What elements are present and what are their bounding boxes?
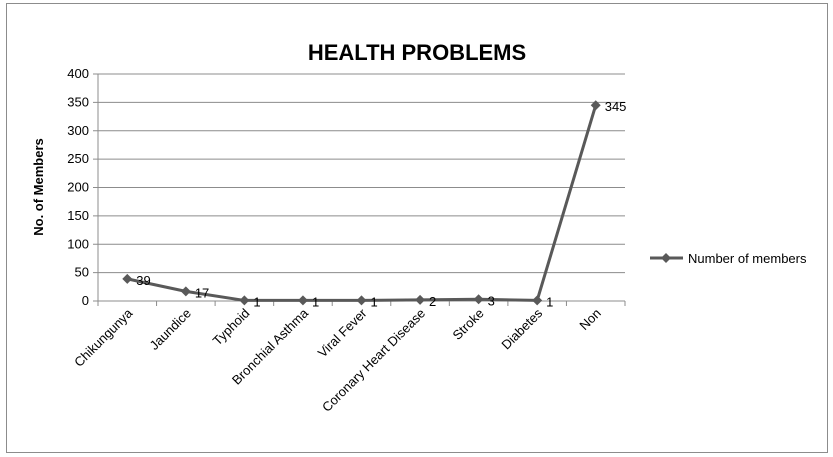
data-point	[297, 295, 308, 306]
data-point	[122, 273, 133, 284]
data-label: 1	[371, 294, 378, 309]
data-label: 1	[546, 294, 553, 309]
legend-diamond-icon	[661, 253, 671, 263]
x-tick-label: Viral Fever	[315, 305, 370, 360]
x-tick-label: Stroke	[450, 306, 487, 343]
data-point	[356, 295, 367, 306]
y-tick-label: 250	[67, 151, 89, 166]
data-point	[239, 295, 250, 306]
y-tick-label: 50	[75, 265, 89, 280]
data-label: 2	[429, 294, 436, 309]
x-tick-label: Coronary Heart Disease	[319, 306, 428, 415]
x-tick-label: Typhoid	[210, 306, 253, 349]
y-tick-label: 100	[67, 236, 89, 251]
data-label: 1	[253, 294, 260, 309]
x-tick-label: Diabetes	[498, 305, 545, 352]
y-tick-labels: 0 50 100 150 200 250 300 350 400	[67, 66, 89, 308]
y-tick-label: 200	[67, 180, 89, 195]
y-tick-label: 300	[67, 123, 89, 138]
x-tick-label: Non	[576, 306, 603, 333]
data-point	[180, 286, 191, 297]
data-label: 17	[195, 285, 209, 300]
series-number-of-members	[122, 100, 601, 306]
y-tick-label: 400	[67, 66, 89, 81]
legend: Number of members	[650, 251, 807, 266]
y-tick-label: 350	[67, 94, 89, 109]
chart-title: HEALTH PROBLEMS	[308, 40, 526, 65]
y-tick-label: 150	[67, 208, 89, 223]
chart-frame	[6, 3, 828, 453]
y-axis-label: No. of Members	[31, 138, 46, 236]
gridlines	[93, 73, 625, 302]
data-point	[473, 294, 484, 305]
legend-entry-number-of-members: Number of members	[688, 251, 807, 266]
series-line	[126, 104, 598, 302]
data-point	[415, 294, 426, 305]
data-labels: 39 17 1 1 1 2 3 1 345	[136, 99, 626, 309]
data-label: 345	[605, 99, 627, 114]
data-label: 3	[488, 293, 495, 308]
x-tick-label: Jaundice	[147, 306, 194, 353]
x-tick-label: Chikungunya	[71, 305, 136, 370]
data-point	[590, 100, 601, 111]
data-label: 39	[136, 273, 150, 288]
data-label: 1	[312, 294, 319, 309]
y-tick-label: 0	[82, 293, 89, 308]
data-point	[532, 295, 543, 306]
